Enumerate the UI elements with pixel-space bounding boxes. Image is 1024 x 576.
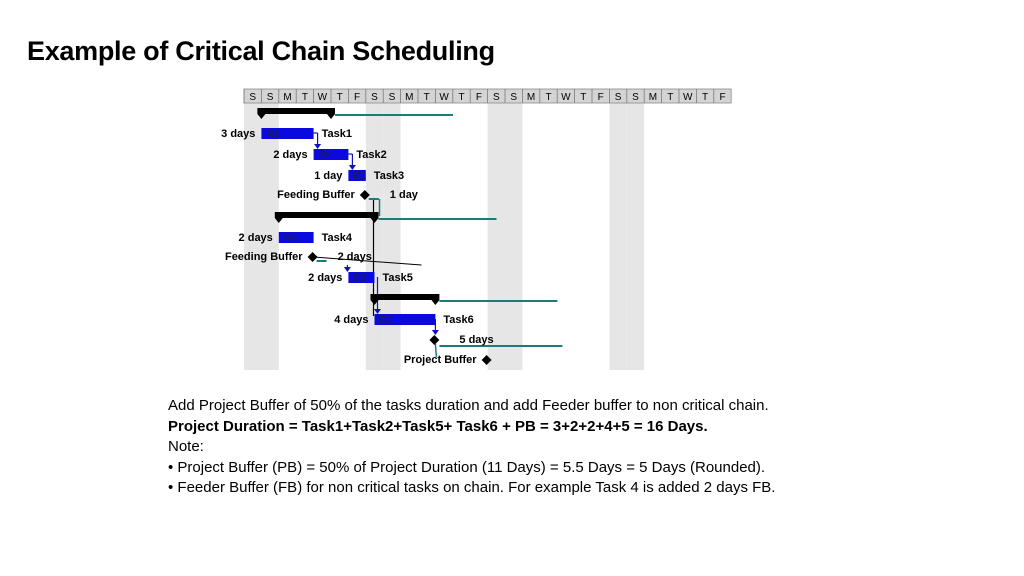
task-bar [348,170,366,181]
day-header-label: S [371,92,378,103]
dependency-arrowhead [343,267,351,272]
notes-project-duration: Project Duration = Task1+Task2+Task5+ Ta… [168,417,708,435]
task-resource-label: R4 [284,233,297,244]
task-name-label: Task4 [322,232,353,244]
day-header-label: M [527,92,535,103]
day-header-label: S [510,92,517,103]
day-header-label: W [318,92,328,103]
task-bar [313,149,349,160]
summary-bar-cap [327,114,335,119]
day-header-label: F [598,92,604,103]
summary-bar-cap [274,218,283,223]
day-header-label: F [719,92,725,103]
chain-connector [434,343,438,358]
weekend-shade [365,103,384,370]
page-title: Example of Critical Chain Scheduling [27,36,495,66]
buffer-milestone [481,355,492,365]
buffer-milestone [307,252,318,262]
day-header-label: M [283,92,291,103]
day-header-label: S [389,92,396,103]
task-duration-label: 2 days [308,272,342,284]
day-header-label: T [667,92,673,103]
day-header-label: S [267,92,274,103]
summary-bar [257,108,335,114]
task-bar [261,128,314,139]
summary-bar-cap [257,114,266,119]
task-resource-label: R2 [319,150,332,161]
task-bar [348,272,375,283]
task-bar [278,232,314,243]
weekend-shade [626,103,645,370]
buffer-label: Feeding Buffer [225,251,303,263]
day-header-label: T [424,92,430,103]
task-name-label: Task2 [356,149,386,161]
day-header-label: S [615,92,622,103]
dependency-arrowhead [314,144,322,149]
task-resource-label: R3 [380,315,393,326]
day-header-label: T [337,92,343,103]
weekend-shade [609,103,627,370]
buffer-duration-label: 2 days [338,251,372,263]
task-name-label: Task3 [374,170,404,182]
task-resource-label: R2 [353,273,366,284]
dependency-arrowhead [431,330,439,335]
day-header-label: T [302,92,308,103]
weekend-shade [505,103,523,370]
buffer-duration-label: 1 day [390,189,419,201]
weekend-shade [244,103,262,370]
notes-heading: Note: [168,438,204,455]
task-duration-label: 2 days [239,232,273,244]
day-header-label: W [683,92,693,103]
summary-bar-cap [370,218,379,223]
buffer-milestone [359,190,370,200]
buffer-label: Feeding Buffer [277,189,355,201]
day-header-label: S [632,92,639,103]
day-header-label: M [649,92,657,103]
day-header-label: S [493,92,500,103]
task-duration-label: 4 days [334,314,368,326]
buffer-label: Project Buffer [404,354,477,366]
buffer-duration-label: 5 days [459,334,493,346]
task-duration-label: 2 days [273,149,307,161]
task-bar [374,314,436,325]
notes-line-buffer-rule: Add Project Buffer of 50% of the tasks d… [168,397,769,414]
day-header-label: F [354,92,360,103]
notes-block: Add Project Buffer of 50% of the tasks d… [168,396,775,499]
dependency-arrowhead [374,309,381,314]
weekend-shade [383,103,401,370]
day-header-label: M [405,92,413,103]
day-header-label: S [249,92,256,103]
notes-feeder-buffer: • Feeder Buffer (FB) for non critical ta… [168,479,776,496]
day-header-label: W [561,92,571,103]
day-header-label: F [476,92,482,103]
dependency-arrowhead [348,165,356,170]
weekend-shade [487,103,505,370]
task-duration-label: 3 days [221,128,255,140]
summary-bar-cap [370,300,379,305]
task-resource-label: R1 [266,129,279,140]
project-end-milestone [429,335,440,345]
notes-project-buffer: • Project Buffer (PB) = 50% of Project D… [168,458,766,476]
task-duration-label: 1 day [314,170,343,182]
task-resource-label: R1 [353,171,366,182]
task-name-label: Task6 [443,314,473,326]
task-name-label: Task5 [383,272,413,284]
dependency-line [313,256,422,266]
summary-bar-cap [431,300,440,305]
summary-bar [274,212,379,218]
day-header-label: T [458,92,464,103]
day-header-label: T [580,92,586,103]
day-header-label: W [439,92,449,103]
day-header-label: T [702,92,708,103]
task-name-label: Task1 [322,128,352,140]
summary-bar [370,294,440,300]
day-header-label: T [545,92,551,103]
weekend-shade [261,103,279,370]
